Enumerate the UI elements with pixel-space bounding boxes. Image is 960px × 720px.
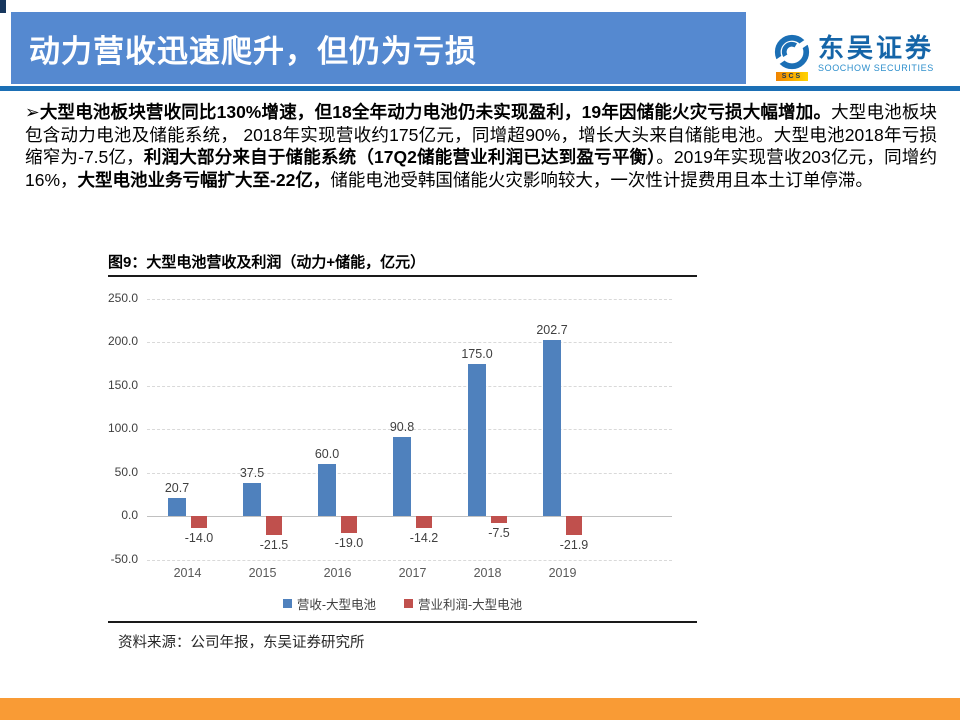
profit-bar [341, 516, 357, 533]
y-axis-tick: 150.0 [108, 377, 139, 392]
logo-chinese-name: 东吴证券 [818, 33, 935, 63]
revenue-bar [468, 363, 486, 516]
data-label: 60.0 [314, 446, 340, 461]
figure-top-rule [108, 275, 697, 277]
soochow-swirl-icon [774, 34, 810, 70]
x-axis-label: 2016 [323, 566, 352, 580]
data-label: -19.0 [334, 535, 364, 550]
data-label: -14.2 [409, 531, 439, 546]
gridline [147, 429, 672, 430]
x-axis-label: 2014 [173, 566, 202, 580]
bullet-arrow: ➢ [25, 102, 40, 122]
data-label: -21.9 [559, 538, 589, 553]
paragraph-run: 储能电池受韩国储能火灾影响较大，一次性计提费用且本土订单停滞。 [330, 169, 873, 190]
gridline [147, 342, 672, 343]
legend-swatch-icon [404, 598, 413, 608]
profit-bar [566, 516, 582, 536]
legend-label: 营收-大型电池 [296, 597, 376, 612]
data-label: -14.0 [184, 531, 214, 546]
source-note: 资料来源：公司年报，东吴证券研究所 [118, 635, 365, 651]
profit-bar [491, 516, 507, 523]
paragraph-run: 大型电池板块营收同比130%增速，但18全年动力电池仍未实现盈利，19年因储能火… [39, 102, 832, 122]
revenue-bar [393, 437, 411, 516]
body-paragraph: ➢大型电池板块营收同比130%增速，但18全年动力电池仍未实现盈利，19年因储能… [25, 101, 937, 191]
logo-english-name: SOOCHOW SECURITIES [818, 63, 934, 73]
revenue-bar [318, 463, 336, 516]
gridline [147, 559, 672, 561]
legend-item: 营业利润-大型电池 [404, 594, 522, 613]
profit-bar [266, 516, 282, 535]
footer-accent-bar [0, 698, 960, 720]
soochow-logo-icon: SCS [772, 33, 812, 81]
x-axis-label: 2017 [398, 566, 427, 580]
logo-scs-badge: SCS [776, 72, 808, 81]
paragraph-run: 大型电池板块包含动力电池及储能系统， 2018年实现营收约175亿元，同增超90… [25, 102, 938, 168]
paragraph-run: 利润大部分来自于储能系统（17Q2储能营业利润已达到盈亏平衡） [143, 147, 657, 168]
header-divider-rule [0, 86, 960, 91]
profit-bar [191, 516, 207, 529]
soochow-securities-logo: SCS 东吴证券 SOOCHOW SECURITIES [772, 33, 950, 83]
y-axis-tick: 100.0 [108, 421, 139, 435]
x-axis-label: 2019 [548, 566, 577, 580]
revenue-bar [543, 339, 561, 516]
data-label: 20.7 [164, 480, 190, 495]
zero-axis-line [147, 516, 672, 517]
figure-title: 图9：大型电池营收及利润（动力+储能，亿元） [108, 254, 426, 271]
x-axis-label: 2018 [473, 566, 502, 580]
data-label: 175.0 [461, 346, 493, 361]
slide-title-banner: 动力营收迅速爬升，但仍为亏损 [11, 12, 746, 84]
y-axis-tick: 0.0 [121, 508, 138, 522]
chart-legend: 营收-大型电池 营业利润-大型电池 [108, 594, 697, 613]
revenue-bar [243, 483, 261, 516]
legend-label: 营业利润-大型电池 [418, 597, 523, 612]
data-label: 202.7 [536, 322, 568, 337]
legend-item: 营收-大型电池 [282, 594, 376, 613]
data-label: -7.5 [488, 525, 510, 540]
profit-bar [416, 516, 432, 529]
y-axis-tick: 250.0 [108, 290, 139, 305]
figure-bottom-rule [108, 621, 697, 623]
bar-chart: 250.0 200.0 150.0 100.0 50.0 0.0 -50.0 2014 20.7… [108, 288, 697, 588]
slide-title: 动力营收迅速爬升，但仍为亏损 [29, 33, 477, 69]
revenue-bar [168, 497, 186, 516]
data-label: 90.8 [389, 420, 415, 434]
paragraph-run: 大型电池业务亏幅扩大至-22亿， [77, 169, 331, 190]
data-label: -21.5 [259, 537, 289, 552]
data-label: 37.5 [239, 466, 265, 481]
gridline [147, 385, 672, 387]
y-axis-tick: -50.0 [110, 551, 138, 566]
legend-swatch-icon [282, 598, 292, 608]
corner-accent-mark [0, 0, 6, 13]
y-axis-tick: 50.0 [114, 464, 138, 479]
x-axis-label: 2015 [248, 566, 277, 580]
gridline [147, 298, 672, 300]
y-axis-tick: 200.0 [108, 334, 139, 348]
paragraph-run: 。2019年实现营收203亿元，同增约16%， [25, 147, 937, 190]
